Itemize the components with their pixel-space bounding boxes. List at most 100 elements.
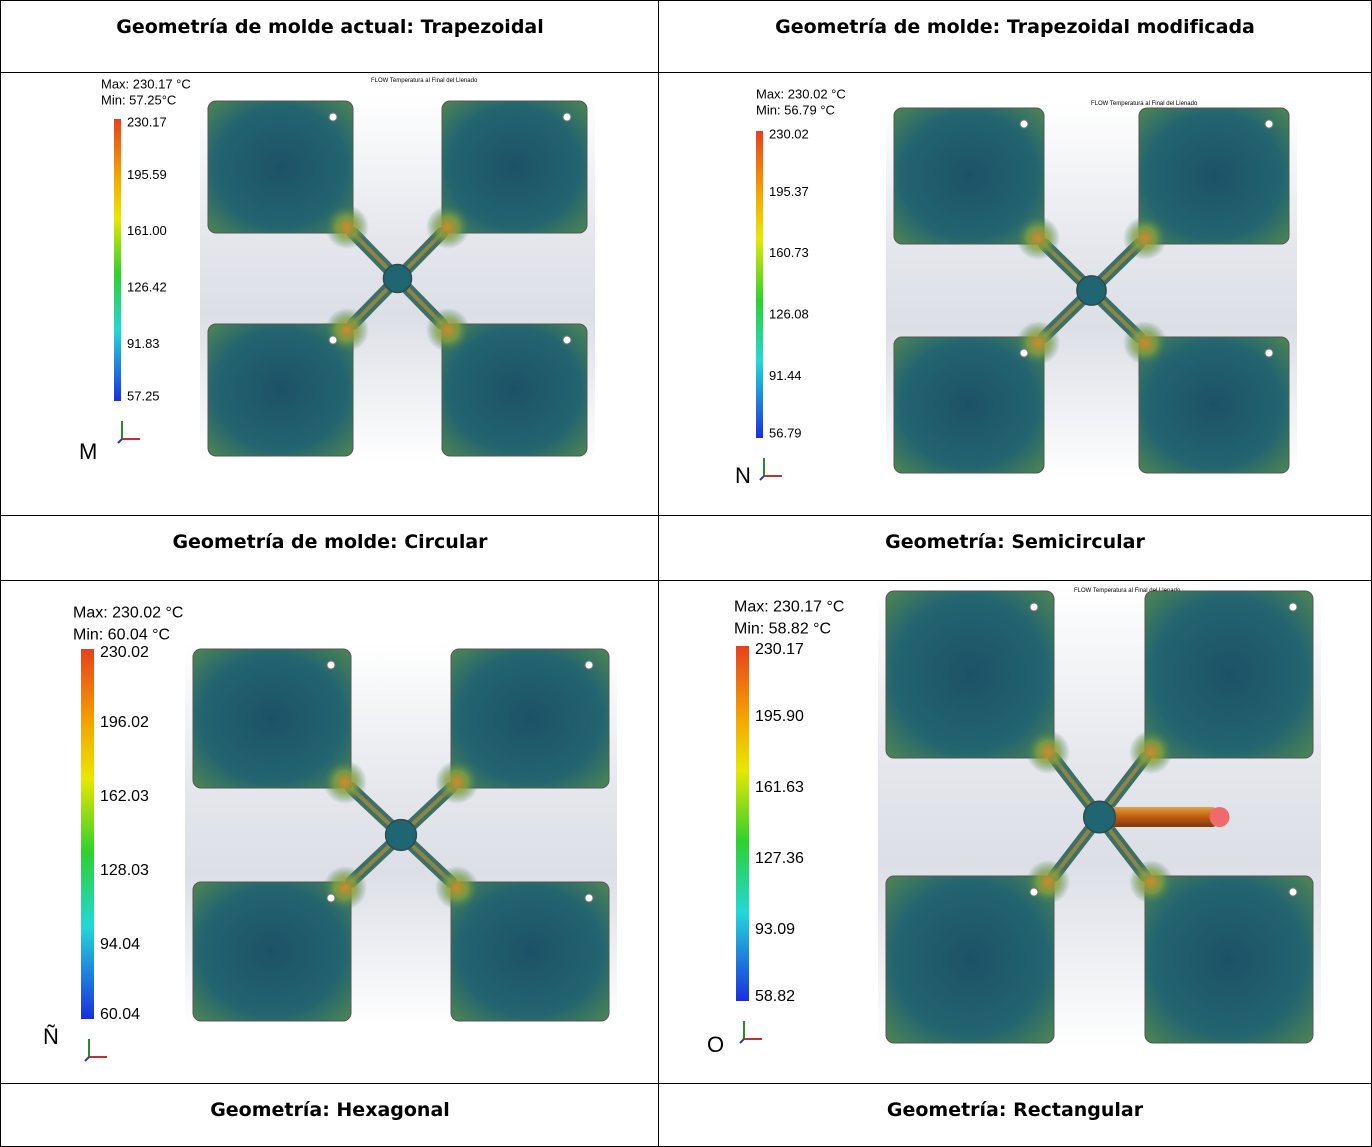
gate-hotspot xyxy=(1026,860,1070,904)
simulation-image: FLOW Temperatura al Final del Llenado Max… xyxy=(1,73,659,516)
sprue-center xyxy=(1084,801,1116,833)
table-cell: Geometría: Rectangular xyxy=(658,1083,1372,1147)
scale-label: 94.04 xyxy=(100,936,140,953)
legend-max: Max: 230.02 °C xyxy=(756,87,846,102)
document: Geometría de molde actual: TrapezoidalGe… xyxy=(0,0,1372,1147)
scale-label: 127.36 xyxy=(755,850,804,867)
scale-label: 195.59 xyxy=(127,167,167,182)
color-bar xyxy=(81,649,94,1019)
cavity-hole xyxy=(329,336,337,344)
scale-label: 230.02 xyxy=(769,126,809,141)
scale-label: 91.44 xyxy=(769,368,802,383)
scale-label: 126.08 xyxy=(769,307,809,322)
axis-z xyxy=(118,439,122,443)
table-cell: FLOW Temperatura al Final del LlenadoMax… xyxy=(658,72,1372,516)
axis-z xyxy=(760,476,764,480)
scale-label: 230.17 xyxy=(755,641,804,658)
cavity-hole xyxy=(1020,120,1028,128)
scale-label: 195.90 xyxy=(755,708,804,725)
simulation-image: FLOW Temperatura al Final del LlenadoMax… xyxy=(659,581,1372,1084)
axis-z xyxy=(740,1039,744,1043)
cavity-hole xyxy=(1265,120,1273,128)
gate-hotspot xyxy=(325,308,369,352)
axis-z xyxy=(85,1057,89,1061)
scale-label: 162.03 xyxy=(100,788,149,805)
legend-min: Min: 57.25°C xyxy=(101,93,176,108)
table-cell: Geometría de molde: Trapezoidal modifica… xyxy=(658,0,1372,73)
gate-hotspot xyxy=(1016,216,1060,260)
legend-max: Max: 230.17 °C xyxy=(101,77,191,92)
color-bar xyxy=(756,131,763,438)
cell-title: Geometría de molde: Trapezoidal modifica… xyxy=(775,16,1255,38)
cavity xyxy=(451,882,609,1021)
gate-hotspot xyxy=(1016,321,1060,365)
panel-letter: M xyxy=(79,439,97,464)
cavity xyxy=(451,649,609,788)
gate-hotspot xyxy=(426,308,470,352)
table-cell: FLOW Temperatura al Final del Llenado Max… xyxy=(0,72,659,516)
cavity-hole xyxy=(1020,349,1028,357)
cavity xyxy=(1145,876,1313,1043)
scale-label: 57.25 xyxy=(127,388,160,403)
color-bar xyxy=(114,119,121,401)
table-cell: Geometría de molde actual: Trapezoidal xyxy=(0,0,659,73)
scale-label: 230.02 xyxy=(100,644,149,661)
scale-label: 93.09 xyxy=(755,921,795,938)
gate-hotspot xyxy=(323,866,367,910)
scale-label: 195.37 xyxy=(769,184,809,199)
sprue-center xyxy=(383,264,411,292)
cavity-hole xyxy=(585,661,593,669)
cavity xyxy=(1145,591,1313,758)
cavity-hole xyxy=(327,661,335,669)
cavity-hole xyxy=(1289,888,1297,896)
page: Geometrías de molde {"table": {"rows": [… xyxy=(0,0,1372,1147)
cavity-hole xyxy=(1289,603,1297,611)
cavity xyxy=(193,649,351,788)
legend-max: Max: 230.17 °C xyxy=(734,598,844,615)
simulation-image: FLOW Temperatura al Final del LlenadoMax… xyxy=(659,73,1372,516)
scale-label: 230.17 xyxy=(127,114,167,129)
gate-hotspot xyxy=(1129,730,1173,774)
gate-hotspot xyxy=(426,205,470,249)
scale-label: 161.00 xyxy=(127,223,167,238)
cavity-hole xyxy=(585,894,593,902)
cavity xyxy=(886,876,1054,1043)
scale-label: 161.63 xyxy=(755,779,804,796)
gate-hotspot xyxy=(1123,216,1167,260)
color-bar xyxy=(736,646,749,1001)
cavity-hole xyxy=(563,336,571,344)
cavity-hole xyxy=(1030,888,1038,896)
cell-title: Geometría: Semicircular xyxy=(885,531,1145,553)
cell-title: Geometría de molde: Circular xyxy=(172,531,487,553)
scale-label: 56.79 xyxy=(769,425,802,440)
image-banner: FLOW Temperatura al Final del Llenado xyxy=(371,78,478,84)
gate-hotspot xyxy=(323,760,367,804)
cavity xyxy=(193,882,351,1021)
table-cell: Geometría: Semicircular xyxy=(658,515,1372,581)
gate-hotspot xyxy=(435,760,479,804)
scale-label: 128.03 xyxy=(100,862,149,879)
scale-label: 58.82 xyxy=(755,988,795,1005)
cell-title: Geometría de molde actual: Trapezoidal xyxy=(116,16,544,38)
cavity xyxy=(886,591,1054,758)
gate-hotspot xyxy=(435,866,479,910)
scale-label: 196.02 xyxy=(100,714,149,731)
sprue-center xyxy=(386,820,417,851)
gate-hotspot xyxy=(325,205,369,249)
scale-label: 60.04 xyxy=(100,1006,140,1023)
cavity-hole xyxy=(327,894,335,902)
gate-hotspot xyxy=(1129,860,1173,904)
sprue-tip xyxy=(1210,807,1230,827)
panel-letter: N xyxy=(735,463,751,488)
legend-max: Max: 230.02 °C xyxy=(73,604,183,621)
panel-letter: O xyxy=(707,1032,724,1057)
gate-hotspot xyxy=(1026,730,1070,774)
gate-hotspot xyxy=(1123,321,1167,365)
table-cell: Geometría: Hexagonal xyxy=(0,1083,659,1147)
cavity-hole xyxy=(1030,603,1038,611)
cavity-hole xyxy=(1265,349,1273,357)
cell-title: Geometría: Hexagonal xyxy=(210,1099,450,1121)
